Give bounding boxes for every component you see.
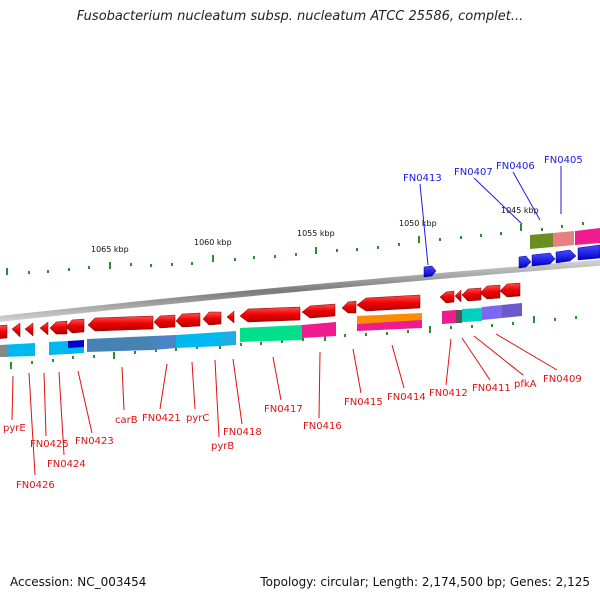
top-leader-lines [419,166,562,266]
gene-fn0416[interactable] [301,303,336,319]
gene-label-fn0415[interactable]: FN0415 [344,397,383,408]
gene-label-fn0413[interactable]: FN0413 [403,173,442,184]
gene-label-fn0409[interactable]: FN0409 [543,374,582,385]
gene-label-fn0418[interactable]: FN0418 [223,427,262,438]
gene-fn0413[interactable] [423,265,437,278]
scale-ticks-lower [10,316,577,369]
gene-label-pyrc[interactable]: pyrC [186,413,209,424]
gene-label-fn0416[interactable]: FN0416 [303,421,342,432]
gene-pyrb[interactable] [202,311,222,326]
gene-label-fn0411[interactable]: FN0411 [472,383,511,394]
gene-fn0406[interactable] [531,252,556,267]
accession-text: Accession: NC_003454 [10,575,147,589]
gene-label-fn0405[interactable]: FN0405 [544,155,583,166]
gene-carb[interactable] [87,315,154,332]
gene-label-fn0406[interactable]: FN0406 [496,161,535,172]
gene-label-fn0424[interactable]: FN0424 [47,459,86,470]
gene-fn0411-a[interactable] [454,289,462,303]
gene-pyre[interactable] [0,324,8,339]
gene-fn0411-b[interactable] [461,287,482,302]
gene-label-fn0423[interactable]: FN0423 [75,436,114,447]
gene-label-fn0426[interactable]: FN0426 [16,480,55,491]
scale-label: 1060 kbp [194,238,232,247]
gene-label-fn0421[interactable]: FN0421 [142,413,181,424]
gene-fn0414[interactable] [356,294,421,312]
bottom-leader-lines [11,333,558,476]
gene-pyrc[interactable] [175,312,201,328]
scale-label: 1045 kbp [501,206,539,215]
gene-fn0425[interactable] [24,322,34,337]
gene-label-pyre[interactable]: pyrE [3,423,26,434]
genome-stats-text: Topology: circular; Length: 2,174,500 bp… [260,575,590,589]
gene-label-pyrb[interactable]: pyrB [211,441,234,452]
gene-fn0407[interactable] [518,255,532,269]
scale-label: 1055 kbp [297,229,335,238]
map-title: Fusobacterium nucleatum subsp. nucleatum… [76,9,524,24]
gene-fn0426[interactable] [11,322,21,338]
gene-fn0405-a[interactable] [555,249,577,264]
gene-fn0417[interactable] [239,306,301,323]
gene-fn0423-a[interactable] [49,320,68,335]
gene-pfka[interactable] [479,284,501,300]
gene-fn0409[interactable] [499,282,521,298]
gene-fn0421[interactable] [153,314,176,329]
gene-label-carb[interactable]: carB [115,415,138,426]
gene-label-fn0407[interactable]: FN0407 [454,167,493,178]
gene-fn0424[interactable] [39,321,49,336]
scale-label: 1065 kbp [91,245,129,254]
forward-feature-track [530,228,600,249]
gene-label-fn0425[interactable]: FN0425 [30,439,69,450]
gene-fn0418[interactable] [226,310,235,324]
scale-ticks-upper [6,222,584,275]
genome-backbone [0,259,600,322]
gene-label-fn0414[interactable]: FN0414 [387,392,426,403]
gene-label-fn0412[interactable]: FN0412 [429,388,468,399]
gene-label-pfka[interactable]: pfkA [514,379,537,390]
reverse-feature-track [0,303,522,357]
gene-fn0415[interactable] [341,300,357,314]
gene-label-fn0417[interactable]: FN0417 [264,404,303,415]
scale-label: 1050 kbp [399,219,437,228]
gene-fn0423-b[interactable] [65,318,85,334]
gene-fn0412[interactable] [439,290,455,304]
gene-fn0405-b[interactable] [577,244,600,261]
